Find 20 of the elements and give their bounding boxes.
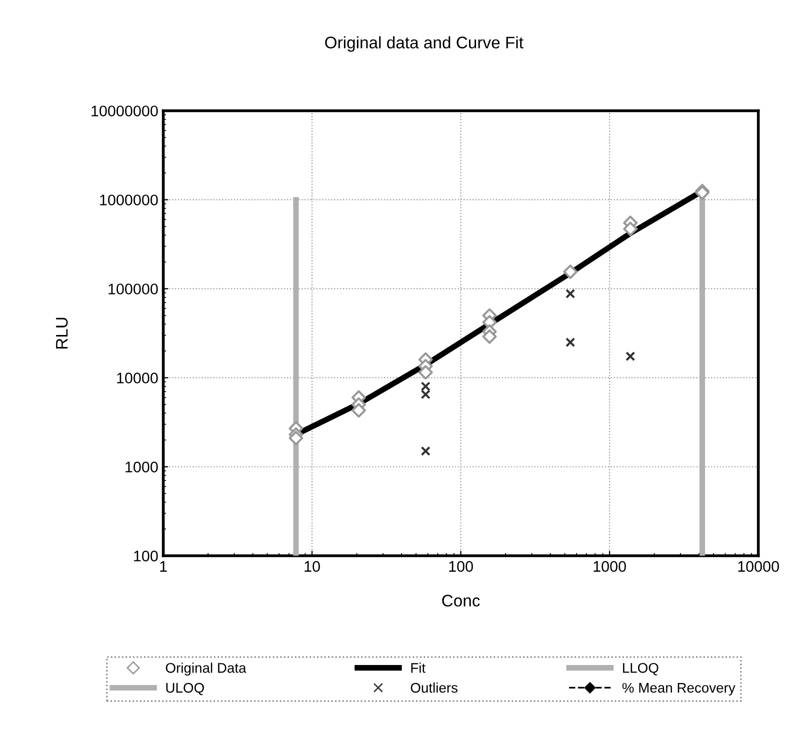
y-tick-label: 10000000 [92, 106, 158, 116]
x-tick-label: 1 [160, 561, 167, 572]
legend-label: LLOQ [623, 662, 658, 676]
legend-label: % Mean Recovery [622, 682, 736, 696]
x-axis-title: Conc [442, 594, 480, 607]
x-tick-label: 10000 [738, 561, 779, 572]
y-tick-label: 1000 [126, 462, 158, 472]
y-tick-label: 100 [134, 550, 158, 562]
y-axis-title: RLU [56, 318, 68, 349]
chart-title: Original data and Curve Fit [325, 36, 524, 52]
legend-label: Fit [411, 662, 426, 673]
legend-label: Original Data [166, 662, 246, 676]
x-tick-label: 10 [304, 561, 320, 572]
legend-label: Outliers [410, 682, 458, 693]
x-tick-label: 100 [449, 561, 473, 572]
y-tick-label: 100000 [108, 284, 158, 294]
x-tick-label: 1000 [594, 561, 626, 572]
y-tick-label: 10000 [117, 372, 158, 384]
legend-label: ULOQ [166, 682, 204, 696]
y-tick-label: 1000000 [100, 194, 158, 206]
